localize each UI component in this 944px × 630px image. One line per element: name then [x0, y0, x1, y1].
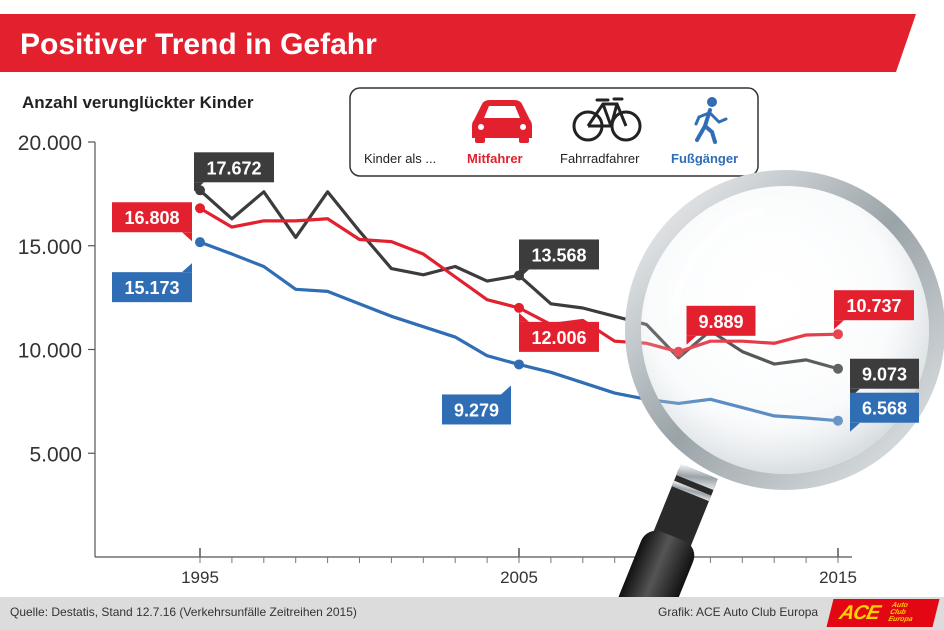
legend: Kinder als ... Mitfahrer Fahrradfahrer — [349, 87, 759, 177]
footer-source: Quelle: Destatis, Stand 12.7.16 (Verkehr… — [10, 605, 357, 619]
data-label: 15.173 — [112, 263, 192, 303]
data-label-text: 9.889 — [698, 312, 743, 332]
legend-prefix: Kinder als ... — [364, 151, 436, 166]
legend-box — [349, 87, 759, 177]
x-tick-label: 2005 — [500, 568, 538, 587]
bicycle-icon — [572, 97, 642, 142]
data-point — [514, 302, 524, 313]
pedestrian-icon — [694, 97, 728, 144]
header-banner: Positiver Trend in Gefahr — [0, 14, 916, 72]
logo-main: ACE — [837, 602, 882, 624]
y-tick-label: 10.000 — [18, 340, 82, 363]
legend-label-fahrradfahrer: Fahrradfahrer — [560, 151, 640, 166]
data-label: 6.568 — [850, 392, 919, 432]
axes: 5.000 10.000 15.000 20.000 1995 2005 2015 — [18, 132, 857, 587]
data-label-text: 6.568 — [862, 399, 907, 419]
data-label: 10.737 — [834, 290, 914, 330]
data-label-text: 13.568 — [531, 245, 586, 265]
data-label-text: 9.073 — [862, 365, 907, 385]
data-label: 9.073 — [850, 358, 919, 398]
y-axis-label: Anzahl verunglückter Kinder — [22, 93, 254, 112]
data-label: 9.889 — [686, 305, 756, 345]
y-tick-label: 20.000 — [18, 132, 82, 155]
data-label-text: 16.808 — [124, 208, 179, 228]
legend-label-fussgaenger: Fußgänger — [671, 151, 738, 166]
y-tick-label: 5.000 — [29, 443, 82, 466]
page-title: Positiver Trend in Gefahr — [20, 28, 377, 61]
data-point — [195, 203, 205, 214]
ace-logo: ACE Auto Club Europa — [826, 599, 940, 627]
data-label: 16.808 — [112, 202, 192, 242]
data-point — [195, 237, 205, 248]
y-tick-label: 15.000 — [18, 236, 82, 259]
x-tick-label: 2015 — [819, 568, 857, 587]
data-label-text: 15.173 — [124, 278, 179, 298]
data-label: 13.568 — [519, 239, 599, 279]
legend-label-mitfahrer: Mitfahrer — [467, 151, 523, 166]
footer-credit: Grafik: ACE Auto Club Europa — [658, 605, 819, 619]
data-label: 9.279 — [442, 385, 511, 425]
data-label-text: 9.279 — [454, 400, 499, 420]
data-label-text: 12.006 — [531, 328, 586, 348]
data-label-text: 17.672 — [206, 158, 261, 178]
data-label: 12.006 — [519, 312, 599, 352]
car-icon — [472, 100, 532, 143]
data-point — [514, 359, 524, 370]
data-label: 17.672 — [194, 152, 274, 192]
banner-background — [0, 14, 916, 72]
logo-sub: Auto Club Europa — [887, 602, 914, 623]
data-label-text: 10.737 — [846, 296, 901, 316]
footer: Quelle: Destatis, Stand 12.7.16 (Verkehr… — [0, 597, 944, 630]
x-tick-label: 1995 — [181, 568, 219, 587]
